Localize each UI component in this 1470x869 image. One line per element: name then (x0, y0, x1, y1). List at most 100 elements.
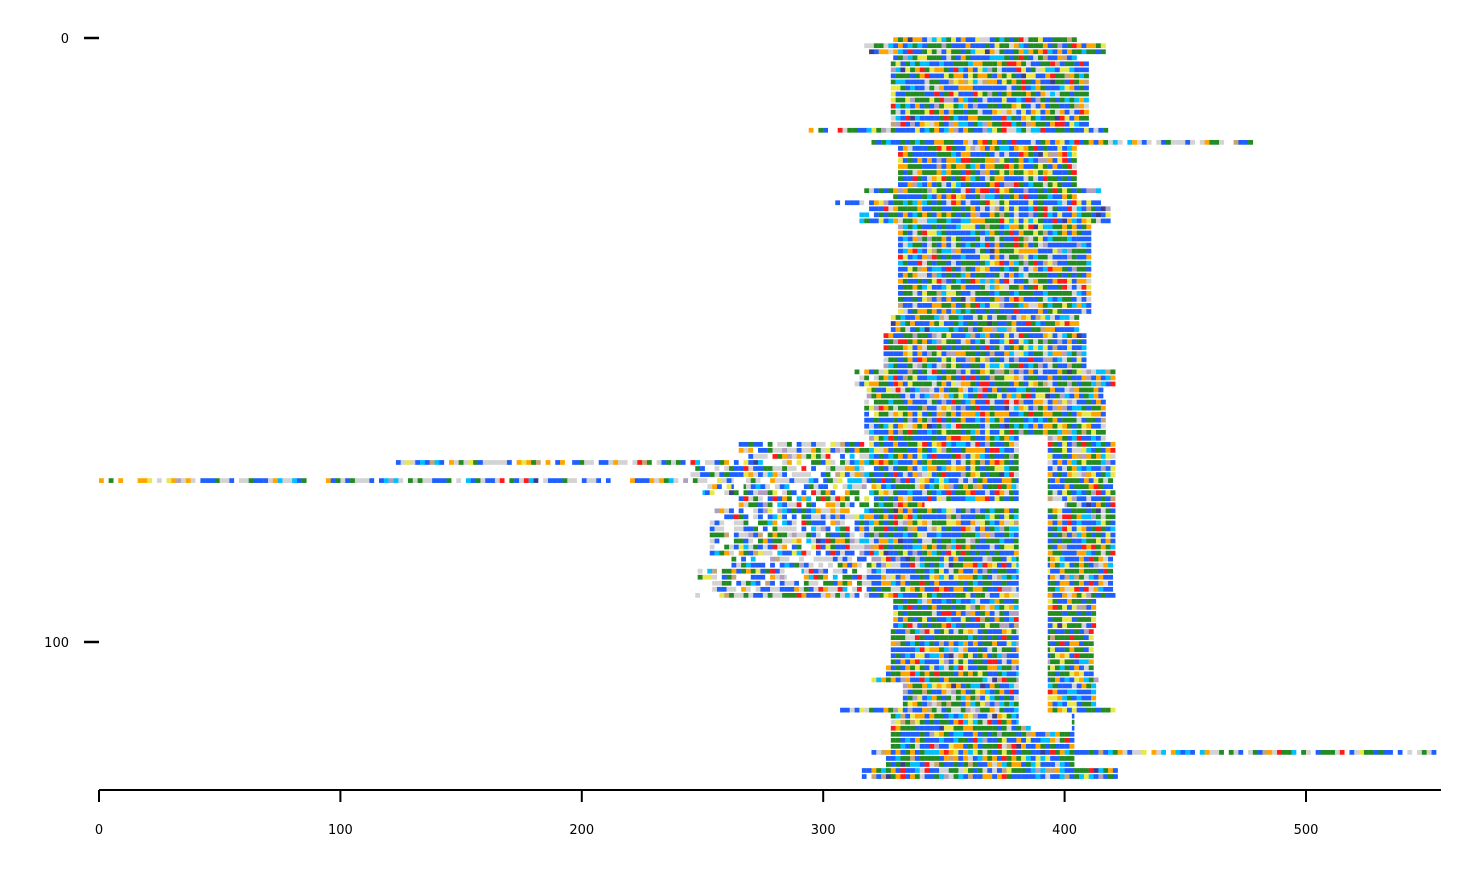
alignment-cell (907, 254, 913, 260)
alignment-cell (878, 375, 884, 381)
alignment-cell (965, 441, 971, 447)
alignment-cell (791, 514, 797, 520)
alignment-cell (960, 460, 966, 465)
alignment-cell (941, 37, 947, 43)
alignment-cell (1001, 568, 1007, 574)
alignment-cell (946, 381, 952, 387)
alignment-cell (965, 357, 971, 363)
alignment-cell (980, 520, 986, 526)
alignment-cell (1009, 405, 1015, 411)
alignment-cell (989, 309, 995, 314)
alignment-cell (984, 454, 990, 459)
alignment-cell (1110, 538, 1116, 544)
alignment-cell (941, 375, 947, 381)
alignment-cell (984, 254, 990, 260)
alignment-cell (989, 230, 995, 236)
alignment-cell (917, 544, 923, 550)
alignment-cell (1081, 508, 1087, 514)
alignment-cell (869, 502, 875, 508)
alignment-cell (1059, 562, 1065, 568)
alignment-cell (898, 333, 904, 338)
alignment-cell (1013, 532, 1019, 538)
alignment-cell (963, 562, 969, 568)
alignment-cell (1052, 532, 1058, 538)
alignment-cell (960, 448, 966, 453)
alignment-cell (984, 363, 990, 369)
alignment-cell (1105, 532, 1111, 538)
alignment-cell (1042, 164, 1048, 169)
alignment-cell (936, 429, 942, 435)
alignment-cell (999, 538, 1005, 544)
alignment-cell (994, 152, 1000, 157)
alignment-cell (919, 484, 925, 489)
alignment-cell (869, 460, 875, 465)
alignment-cell (999, 496, 1005, 502)
alignment-cell (905, 562, 911, 568)
alignment-cell (726, 484, 732, 489)
alignment-cell (984, 278, 990, 284)
alignment-cell (931, 508, 937, 514)
alignment-cell (912, 194, 918, 200)
alignment-cell (1045, 568, 1051, 574)
alignment-cell (1091, 429, 1097, 435)
alignment-cell (948, 67, 954, 73)
alignment-cell (1033, 230, 1039, 236)
alignment-cell (825, 520, 831, 526)
alignment-cell (630, 478, 636, 483)
alignment-cell (907, 460, 913, 465)
alignment-cell (994, 405, 1000, 411)
alignment-cell (997, 121, 1002, 127)
alignment-cell (1038, 272, 1044, 278)
alignment-cell (941, 188, 947, 194)
alignment-cell (980, 309, 986, 314)
alignment-cell (835, 454, 841, 459)
alignment-cell (958, 115, 964, 121)
alignment-cell (762, 466, 768, 471)
alignment-cell (893, 43, 899, 49)
alignment-cell (1057, 526, 1063, 532)
alignment-cell (1021, 115, 1027, 121)
alignment-cell (1001, 103, 1007, 109)
alignment-cell (1064, 121, 1070, 127)
alignment-cell (1035, 61, 1041, 67)
alignment-cell (709, 550, 715, 556)
alignment-cell (815, 526, 821, 532)
alignment-cell (982, 103, 988, 109)
alignment-cell (1067, 532, 1072, 538)
alignment-cell (931, 550, 937, 556)
alignment-cell (997, 103, 1002, 109)
alignment-cell (997, 387, 1002, 393)
alignment-cell (1067, 496, 1072, 502)
alignment-cell (1067, 333, 1072, 338)
alignment-cell (987, 321, 993, 326)
alignment-cell (1018, 290, 1024, 296)
alignment-cell (1081, 435, 1087, 441)
alignment-cell (864, 490, 870, 496)
alignment-cell (1006, 115, 1012, 121)
alignment-cell (1074, 484, 1080, 489)
alignment-cell (1059, 121, 1065, 127)
alignment-cell (984, 399, 990, 405)
alignment-cell (1054, 574, 1060, 580)
alignment-cell (1050, 91, 1056, 97)
alignment-cell (878, 490, 884, 496)
alignment-cell (1038, 152, 1044, 157)
alignment-cell (825, 508, 831, 514)
alignment-cell (907, 411, 913, 417)
alignment-cell (970, 508, 976, 514)
alignment-cell (1091, 49, 1097, 55)
alignment-cell (914, 85, 920, 91)
alignment-cell (1071, 164, 1077, 169)
alignment-cell (912, 508, 918, 514)
alignment-cell (1052, 448, 1058, 453)
alignment-cell (1038, 429, 1044, 435)
alignment-cell (1091, 381, 1097, 387)
alignment-cell (999, 43, 1005, 49)
alignment-cell (946, 152, 952, 157)
alignment-cell (593, 460, 599, 465)
alignment-cell (999, 218, 1005, 224)
alignment-cell (955, 43, 961, 49)
alignment-cell (1076, 297, 1082, 302)
alignment-cell (1064, 562, 1070, 568)
alignment-cell (1018, 146, 1024, 151)
